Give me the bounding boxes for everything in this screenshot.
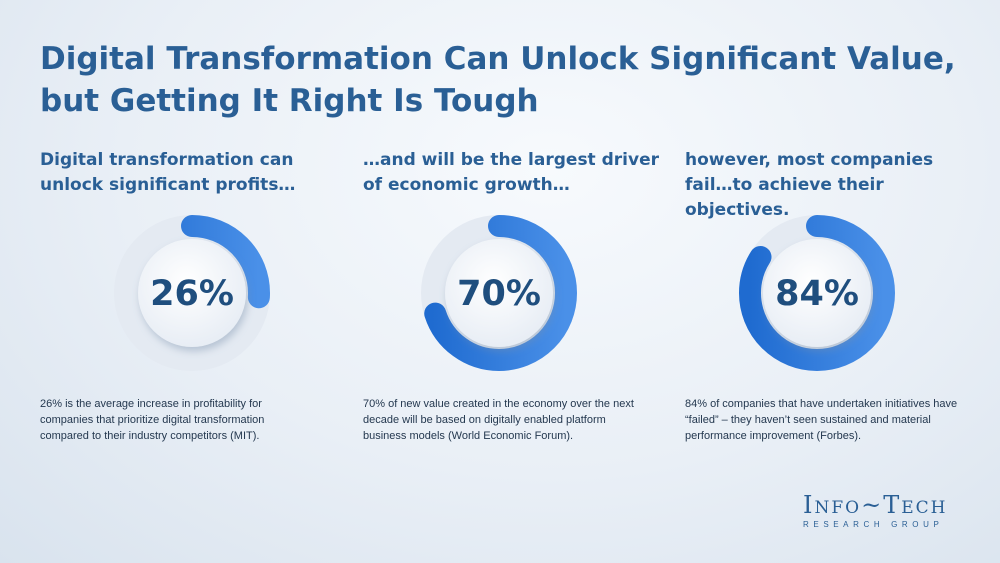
donut-center [763,239,871,347]
stat-description: 70% of new value created in the economy … [363,398,634,442]
donut-percent-label: 26% [150,274,234,314]
page-title: Digital Transformation Can Unlock Signif… [40,41,956,119]
donut-chart: 26% [112,213,272,373]
stat-column-growth: …and will be the largest driver of econo… [363,0,659,563]
stat-description: 26% is the average increase in profitabi… [40,398,265,442]
stat-description: 84% of companies that have undertaken in… [685,398,958,442]
donut-percent-label: 70% [457,274,541,314]
donut-chart: 84% [737,213,897,373]
info-tech-logo: Info~Tech RESEARCH GROUP [803,492,973,529]
donut-svg: 70% [421,215,577,371]
stat-column-profits: Digital transformation can unlock signif… [40,0,330,563]
donut-value-arc [114,215,270,371]
logo-subtitle: RESEARCH GROUP [803,520,944,529]
donut-center [138,239,246,347]
stat-heading: …and will be the largest driver of econo… [363,150,659,195]
donut-center [445,239,553,347]
donut-svg: 84% [739,215,895,371]
donut-svg: 26% [114,215,270,371]
logo-wordmark: Info~Tech [803,491,948,519]
donut-chart: 70% [419,213,579,373]
donut-percent-label: 84% [775,274,859,314]
stat-heading: Digital transformation can unlock signif… [40,150,296,195]
stat-column-failure: however, most companies fail…to achieve … [685,0,975,563]
donut-value-arc [421,215,577,371]
donut-value-arc [739,215,895,371]
stat-heading: however, most companies fail…to achieve … [685,150,934,220]
